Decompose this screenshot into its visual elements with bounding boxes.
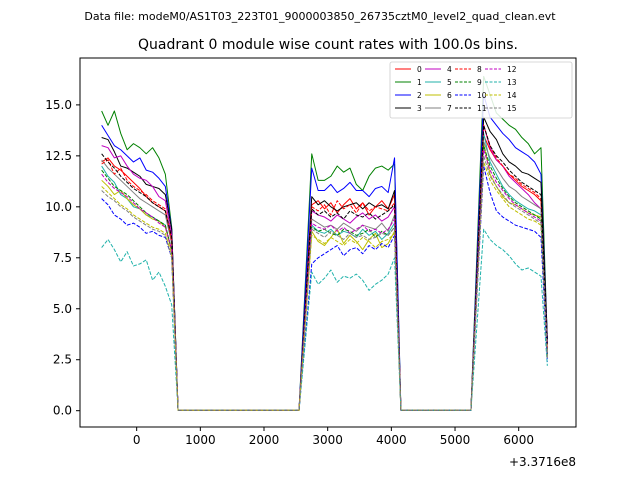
series-line-13 [101, 228, 548, 411]
x-tick-label: 6000 [503, 433, 534, 447]
chart-suptitle: Data file: modeM0/AS1T03_223T01_90000038… [84, 10, 556, 23]
legend-label-6: 6 [447, 91, 452, 100]
legend-label-13: 13 [507, 78, 517, 87]
y-axis: 0.0 2.5 5.0 7.5 10.0 12.5 15.0 [45, 98, 80, 418]
y-tick-label: 12.5 [45, 149, 72, 163]
x-tick-label: 3000 [312, 433, 343, 447]
y-tick-label: 5.0 [53, 302, 72, 316]
legend-label-15: 15 [507, 104, 517, 113]
legend-label-12: 12 [507, 65, 517, 74]
x-offset-label: +3.3716e8 [509, 455, 576, 469]
x-tick-label: 5000 [440, 433, 471, 447]
series-line-2 [101, 94, 548, 411]
legend-label-14: 14 [507, 91, 517, 100]
legend-label-5: 5 [447, 78, 452, 87]
x-tick-label: 0 [133, 433, 141, 447]
legend-label-9: 9 [477, 78, 482, 87]
legend-box [389, 61, 573, 119]
series-line-15 [101, 155, 548, 411]
legend-label-0: 0 [417, 65, 422, 74]
y-tick-label: 7.5 [53, 251, 72, 265]
legend-label-10: 10 [477, 91, 487, 100]
legend-label-8: 8 [477, 65, 482, 74]
legend-label-1: 1 [417, 78, 422, 87]
legend-label-7: 7 [447, 104, 452, 113]
y-tick-label: 2.5 [53, 353, 72, 367]
y-tick-label: 15.0 [45, 98, 72, 112]
x-axis: 0 1000 2000 3000 4000 5000 6000 [133, 427, 534, 447]
legend-label-4: 4 [447, 65, 452, 74]
legend-label-11: 11 [477, 104, 487, 113]
x-tick-label: 1000 [185, 433, 216, 447]
legend-label-3: 3 [417, 104, 422, 113]
legend-label-2: 2 [417, 91, 422, 100]
y-tick-label: 0.0 [53, 404, 72, 418]
x-tick-label: 2000 [249, 433, 280, 447]
y-tick-label: 10.0 [45, 200, 72, 214]
x-tick-label: 4000 [376, 433, 407, 447]
series-lines [101, 75, 548, 411]
chart-title: Quadrant 0 module wise count rates with … [138, 37, 518, 53]
